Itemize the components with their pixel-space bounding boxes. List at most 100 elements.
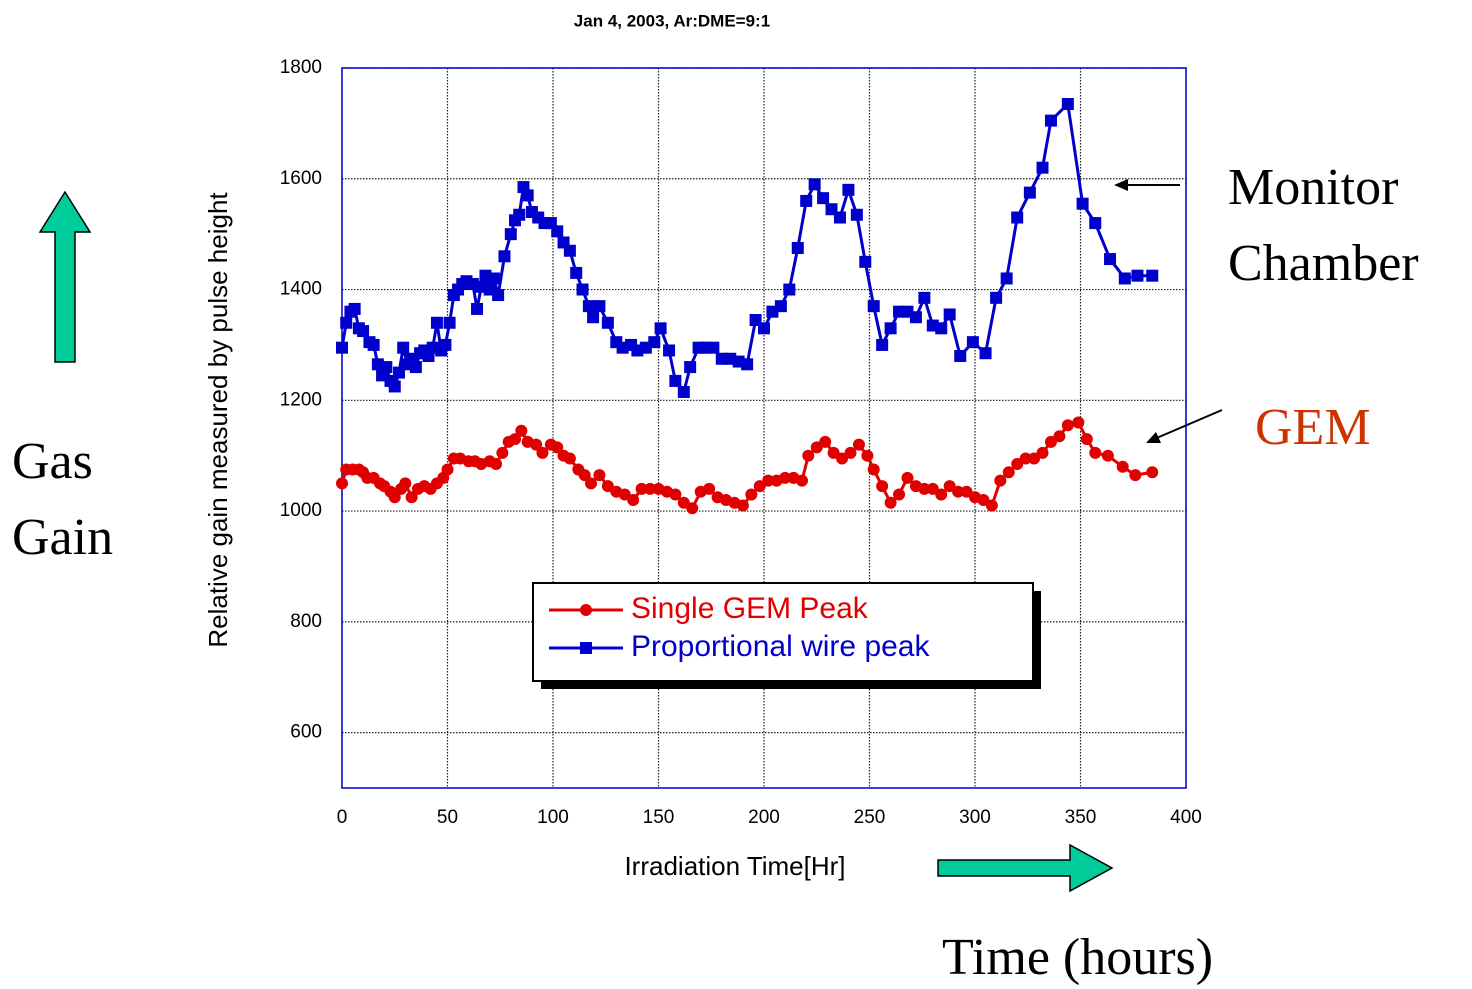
x-tick-label: 50 [437,807,458,828]
point [1089,446,1102,459]
point [409,361,422,374]
point [850,208,863,221]
point [943,308,956,321]
point [800,194,813,207]
point [399,477,412,490]
point [684,361,697,374]
point [966,336,979,349]
point [601,480,614,493]
point [357,325,370,338]
point [654,322,667,335]
point [859,255,872,268]
legend-label: Single GEM Peak [631,592,869,625]
point [926,482,939,495]
point [551,225,564,238]
point [791,242,804,254]
x-tick-label: 150 [643,807,675,828]
point [530,438,543,451]
point [918,291,931,304]
point [758,322,770,335]
point [1019,452,1032,465]
point [876,480,889,493]
point [1044,435,1057,448]
point [703,482,716,495]
legend-marker [580,642,592,654]
point [487,272,500,285]
point [842,183,855,196]
point [669,488,682,501]
point [582,300,595,313]
point [677,386,690,398]
point [1146,269,1159,282]
point [960,485,973,498]
point [441,463,454,476]
point [663,344,676,357]
annotation: Chamber [1228,235,1419,292]
point [348,302,361,315]
point [753,480,766,493]
point [1146,466,1159,479]
point [795,474,808,487]
legend-label: Proportional wire peak [631,630,930,663]
point [1044,114,1057,127]
point [388,491,401,504]
point [741,358,754,371]
point [584,477,597,490]
point [979,347,992,360]
y-tick-label: 1600 [280,168,322,189]
point [827,446,840,459]
annotation: GEM [1255,399,1371,456]
point [1036,446,1049,459]
point [819,435,832,448]
annotation: Gas [12,433,93,490]
point [367,338,380,351]
legend-marker [580,604,592,616]
point [985,499,998,512]
point [1118,272,1131,285]
point [336,341,348,354]
point [762,474,775,487]
point [943,480,956,493]
point [884,496,897,509]
point [1072,416,1085,429]
pointer [1151,409,1223,441]
point [736,499,749,512]
y-tick-label: 1200 [280,389,322,410]
chart-title: Jan 4, 2003, Ar:DME=9:1 [574,11,770,30]
point [388,380,401,393]
point [380,361,393,374]
point [817,192,830,205]
point [677,496,690,509]
point [867,300,880,313]
point [492,289,505,302]
point [977,494,990,506]
point [430,316,443,329]
point [601,316,614,329]
point [563,452,576,465]
point [1061,419,1074,432]
x-tick-label: 400 [1170,807,1202,828]
point [490,458,503,470]
y-tick-label: 1800 [280,57,322,78]
point [635,482,648,495]
point [1036,161,1049,174]
point [844,446,857,459]
point [397,341,410,354]
x-tick-label: 100 [537,807,569,828]
point [836,452,849,465]
point [336,477,348,490]
point [563,244,576,257]
point [1104,253,1117,266]
point [893,488,906,501]
point [471,302,484,315]
pointer-head [1114,179,1128,191]
point [1028,452,1041,465]
point [810,441,823,454]
point [774,300,787,313]
point [1000,272,1013,285]
x-tick-label: 0 [337,807,348,828]
point [1061,98,1074,110]
point [1011,211,1024,224]
point [909,311,922,324]
